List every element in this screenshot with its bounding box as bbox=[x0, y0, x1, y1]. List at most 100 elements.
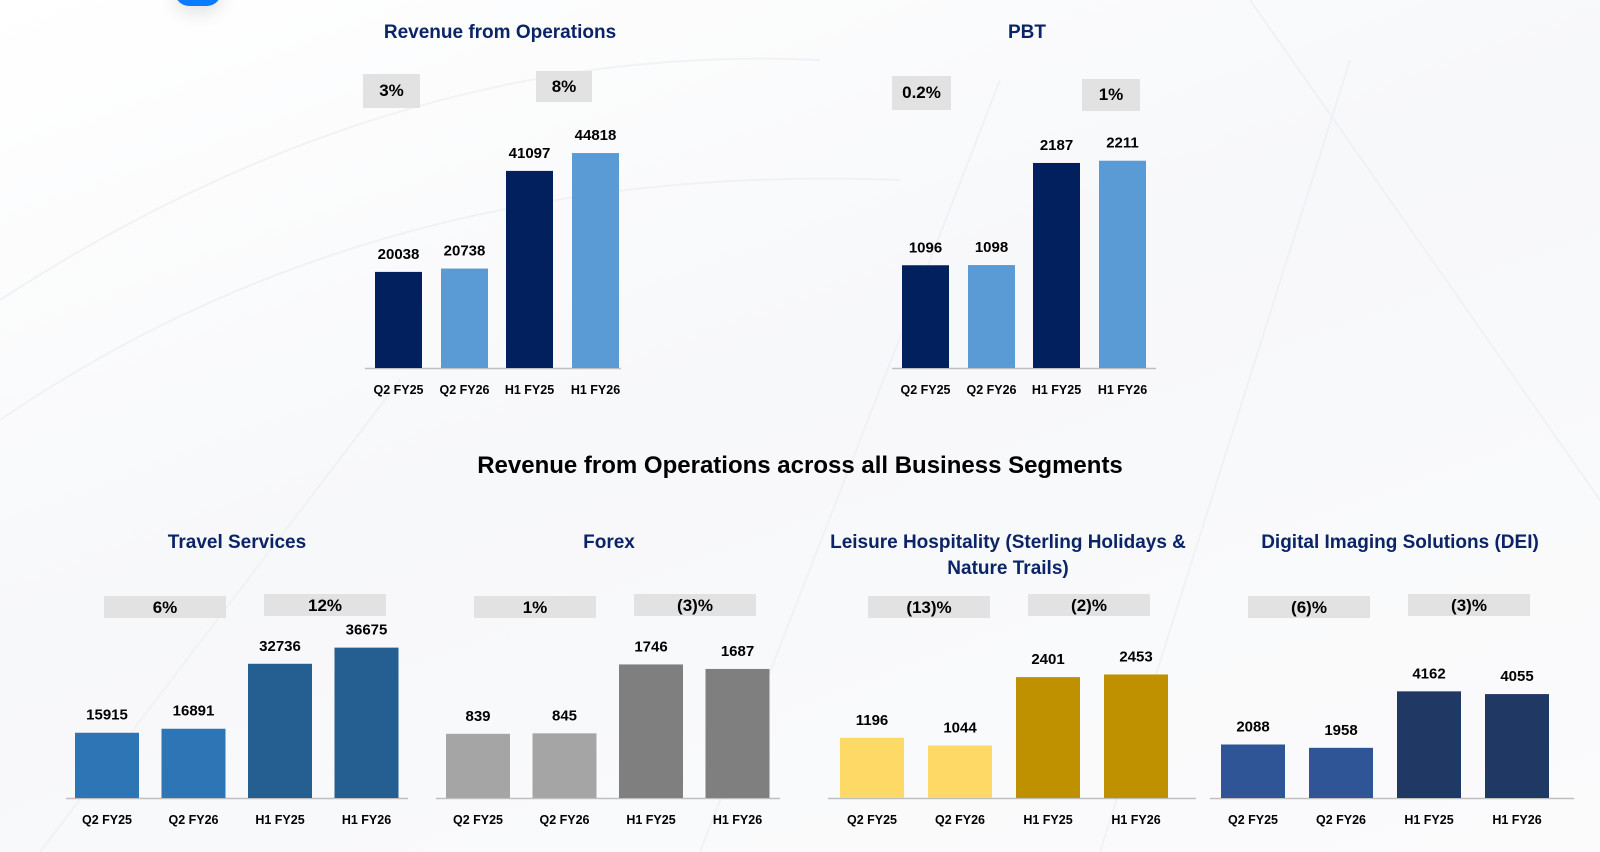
bar-q2-fy26 bbox=[532, 733, 597, 798]
x-tick-label: Q2 FY26 bbox=[539, 813, 589, 827]
x-tick-label: Q2 FY26 bbox=[1316, 813, 1366, 827]
data-label: 2088 bbox=[1236, 718, 1269, 735]
bar-h1-fy26 bbox=[1099, 160, 1146, 368]
x-tick-label: H1 FY25 bbox=[1032, 383, 1081, 397]
bar-h1-fy25 bbox=[619, 664, 683, 798]
bar-q2-fy26 bbox=[968, 265, 1015, 368]
data-label: 2453 bbox=[1119, 648, 1152, 665]
x-tick-label: Q2 FY26 bbox=[935, 813, 985, 827]
forex-chart: Forex 1% (3)% 839 Q2 FY25 845 Q2 FY26 1746 H1… bbox=[434, 528, 784, 848]
data-label: 20038 bbox=[378, 246, 420, 263]
x-tick-label: H1 FY25 bbox=[1404, 813, 1453, 827]
bar-h1-fy25 bbox=[506, 170, 553, 368]
pbt-bars: 1096 Q2 FY25 1098 Q2 FY26 2187 H1 FY25 2211 H1 … bbox=[892, 135, 1156, 397]
bar-q2-fy26 bbox=[441, 268, 488, 368]
growth-label-half-year: 12% bbox=[264, 594, 386, 616]
data-label: 1958 bbox=[1324, 722, 1357, 739]
x-tick-label: Q2 FY25 bbox=[82, 813, 132, 827]
bar-q2-fy25 bbox=[1221, 744, 1285, 798]
bar-q2-fy26 bbox=[161, 728, 226, 798]
x-tick-label: Q2 FY25 bbox=[1228, 813, 1278, 827]
x-tick-label: Q2 FY25 bbox=[373, 383, 423, 397]
data-label: 839 bbox=[465, 708, 490, 725]
growth-label-half-year: 8% bbox=[536, 71, 592, 102]
x-tick-label: Q2 FY26 bbox=[966, 383, 1016, 397]
data-label: 2401 bbox=[1031, 651, 1064, 668]
chart-title: Forex bbox=[583, 532, 635, 553]
forex-bars: 839 Q2 FY25 845 Q2 FY26 1746 H1 FY25 1687 H1 FY… bbox=[436, 638, 780, 827]
data-label: 41097 bbox=[509, 145, 551, 162]
data-label: 1044 bbox=[943, 719, 977, 736]
data-label: 32736 bbox=[259, 638, 301, 655]
growth-label-quarter: (13)% bbox=[868, 596, 990, 618]
growth-label-quarter: 6% bbox=[104, 596, 226, 618]
leisure-hospitality-bars: 1196 Q2 FY25 1044 Q2 FY26 2401 H1 FY25 2453 H1 … bbox=[828, 648, 1196, 827]
bar-h1-fy26 bbox=[334, 647, 399, 798]
growth-label-half-year: (2)% bbox=[1028, 594, 1150, 616]
chart-title: Leisure Hospitality (Sterling Holidays &… bbox=[830, 532, 1186, 579]
data-label: 1196 bbox=[856, 712, 889, 729]
data-label: 44818 bbox=[575, 127, 617, 144]
data-label: 20738 bbox=[444, 243, 486, 260]
x-tick-label: H1 FY25 bbox=[626, 813, 675, 827]
bar-q2-fy25 bbox=[75, 732, 139, 798]
digital-imaging-bars: 2088 Q2 FY25 1958 Q2 FY26 4162 H1 FY25 4055 H1 … bbox=[1210, 665, 1574, 827]
chart-title: Revenue from Operations bbox=[383, 22, 617, 43]
growth-label-quarter: (6)% bbox=[1248, 596, 1370, 618]
x-tick-label: H1 FY26 bbox=[713, 813, 762, 827]
x-tick-label: H1 FY25 bbox=[505, 383, 554, 397]
x-tick-label: H1 FY26 bbox=[1111, 813, 1160, 827]
bar-q2-fy25 bbox=[902, 265, 949, 368]
data-label: 15915 bbox=[86, 707, 128, 724]
x-tick-label: Q2 FY25 bbox=[900, 383, 950, 397]
digital-imaging-chart: Digital Imaging Solutions (DEI) (6)% (3)… bbox=[1200, 528, 1600, 848]
data-label: 36675 bbox=[346, 622, 388, 639]
x-tick-label: H1 FY26 bbox=[342, 813, 391, 827]
chart-title: PBT bbox=[1008, 22, 1046, 43]
bar-q2-fy25 bbox=[375, 271, 422, 368]
bar-q2-fy26 bbox=[928, 745, 992, 798]
growth-label-quarter: 3% bbox=[363, 74, 420, 108]
travel-services-bars: 15915 Q2 FY25 16891 Q2 FY26 32736 H1 FY25 3667… bbox=[66, 622, 408, 827]
growth-label-half-year: 1% bbox=[1082, 79, 1140, 111]
bar-h1-fy25 bbox=[248, 663, 312, 798]
data-label: 1687 bbox=[721, 643, 754, 660]
data-label: 1096 bbox=[909, 239, 942, 256]
data-label: 1098 bbox=[975, 239, 1008, 256]
x-tick-label: H1 FY25 bbox=[1023, 813, 1072, 827]
bar-h1-fy26 bbox=[572, 153, 619, 368]
data-label: 845 bbox=[552, 707, 577, 724]
bar-h1-fy26 bbox=[705, 668, 770, 798]
bar-h1-fy26 bbox=[1485, 694, 1549, 798]
data-label: 4162 bbox=[1412, 665, 1445, 682]
data-label: 4055 bbox=[1500, 668, 1533, 685]
x-tick-label: Q2 FY25 bbox=[453, 813, 503, 827]
leisure-hospitality-chart: Leisure Hospitality (Sterling Holidays &… bbox=[818, 528, 1198, 848]
travel-services-chart: Travel Services 6% 12% 15915 Q2 FY25 16891… bbox=[62, 528, 412, 848]
growth-label-half-year: (3)% bbox=[1408, 594, 1530, 616]
growth-label-quarter: 0.2% bbox=[892, 76, 951, 110]
bar-h1-fy25 bbox=[1016, 677, 1080, 798]
floating-action-button[interactable] bbox=[175, 0, 221, 6]
data-label: 2211 bbox=[1106, 135, 1139, 152]
section-title: Revenue from Operations across all Busin… bbox=[477, 452, 1123, 479]
x-tick-label: H1 FY26 bbox=[571, 383, 620, 397]
bar-q2-fy25 bbox=[840, 737, 904, 798]
x-tick-label: Q2 FY26 bbox=[168, 813, 218, 827]
bar-h1-fy25 bbox=[1397, 691, 1461, 798]
data-label: 2187 bbox=[1040, 137, 1073, 154]
bar-q2-fy26 bbox=[1309, 747, 1373, 798]
chart-title: Travel Services bbox=[167, 532, 307, 553]
x-tick-label: Q2 FY26 bbox=[439, 383, 489, 397]
x-tick-label: H1 FY25 bbox=[255, 813, 304, 827]
x-tick-label: Q2 FY25 bbox=[847, 813, 897, 827]
growth-label-half-year: (3)% bbox=[634, 594, 756, 616]
chart-title: Digital Imaging Solutions (DEI) bbox=[1261, 532, 1539, 553]
data-label: 1746 bbox=[634, 638, 667, 655]
bar-h1-fy26 bbox=[1104, 674, 1168, 798]
data-label: 16891 bbox=[173, 703, 215, 720]
x-tick-label: H1 FY26 bbox=[1492, 813, 1541, 827]
bar-h1-fy25 bbox=[1033, 162, 1080, 368]
growth-label-quarter: 1% bbox=[474, 596, 596, 618]
revenue-chart: Revenue from Operations 3% 8% 20038 Q2 FY… bbox=[355, 18, 645, 408]
